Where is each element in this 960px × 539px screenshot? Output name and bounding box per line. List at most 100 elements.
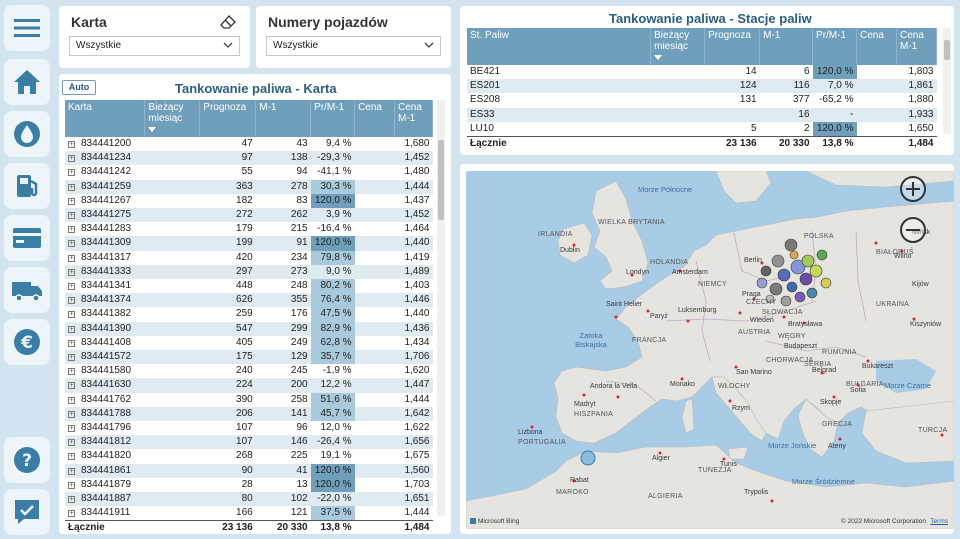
column-header[interactable]: Prognoza [199,100,257,137]
expand-icon[interactable]: + [68,439,75,447]
city-label: Skopje [820,399,842,406]
column-header[interactable]: Cena M-1 [896,28,937,65]
card-table-scrollbar[interactable] [437,100,445,516]
table-row[interactable]: +834441630 224 200 12,2 % 1,447 [65,378,433,393]
table-row[interactable]: +834441796 107 96 12,0 % 1,622 [65,421,433,435]
home-button[interactable] [4,59,50,105]
expand-icon[interactable]: + [68,283,75,291]
table-row[interactable]: +834441317 420 234 79,8 % 1,419 [65,250,433,265]
column-header[interactable]: Karta [65,100,146,137]
table-cell: 47 [200,137,256,151]
table-row[interactable]: +834441275 272 262 3,9 % 1,452 [65,208,433,223]
expand-icon[interactable]: + [68,197,75,205]
eraser-icon[interactable] [220,15,236,29]
expand-icon[interactable]: + [68,396,75,404]
table-row[interactable]: +834441382 259 176 47,5 % 1,440 [65,307,433,322]
expand-icon[interactable]: + [68,467,75,475]
table-row[interactable]: +834441333 297 273 9,0 % 1,489 [65,264,433,280]
column-header[interactable]: Cena M-1 [394,100,433,137]
card-button[interactable] [4,215,50,261]
table-row[interactable]: ES201 124 116 7,0 % 1,861 [467,79,937,94]
table-row[interactable]: +834441234 97 138 -29,3 % 1,452 [65,151,433,166]
expand-icon[interactable]: + [68,297,75,305]
expand-icon[interactable]: + [68,368,75,376]
table-cell: 107 [200,421,256,435]
expand-icon[interactable]: + [68,226,75,234]
table-row[interactable]: ES33 16 - 1,933 [467,107,937,122]
auto-button[interactable]: Auto [62,80,96,95]
scroll-thumb[interactable] [944,40,950,60]
terms-link[interactable]: Terms [930,518,948,525]
expand-icon[interactable]: + [68,382,75,390]
table-row[interactable]: +834441242 55 94 -41,1 % 1,480 [65,165,433,179]
table-cell [856,107,897,122]
expand-icon[interactable]: + [68,496,75,504]
expand-icon[interactable]: + [68,155,75,163]
help-button[interactable]: ? [4,437,50,483]
column-header[interactable]: Pr/M-1 [310,100,356,137]
column-header[interactable]: Cena [856,28,897,65]
karta-dropdown[interactable]: Wszystkie [69,36,240,56]
column-header[interactable]: Bieżący miesiąc [650,28,706,65]
table-row[interactable]: +834441283 179 215 -16,4 % 1,464 [65,222,433,236]
table-row[interactable]: +834441200 47 43 9,4 % 1,680 [65,137,433,151]
expand-icon[interactable]: + [68,169,75,177]
expand-icon[interactable]: + [68,425,75,433]
table-row[interactable]: +834441341 448 248 80,2 % 1,403 [65,279,433,294]
feedback-button[interactable] [4,489,50,535]
table-row[interactable]: +834441580 240 245 -1,9 % 1,620 [65,364,433,378]
column-header[interactable]: Bieżący miesiąc [144,100,201,137]
euro-button[interactable]: € [4,319,50,365]
table-row[interactable]: +834441408 405 249 62,8 % 1,434 [65,335,433,351]
pojazdy-dropdown[interactable]: Wszystkie [266,36,441,56]
expand-icon[interactable]: + [68,183,75,191]
expand-icon[interactable]: + [68,311,75,319]
expand-icon[interactable]: + [68,510,75,518]
expand-icon[interactable]: + [68,212,75,220]
zoom-out-button[interactable] [900,217,926,243]
truck-button[interactable] [4,267,50,313]
expand-icon[interactable]: + [68,410,75,418]
column-header[interactable]: Prognoza [704,28,761,65]
column-header[interactable]: St. Paliw [467,28,652,65]
column-header[interactable]: M-1 [255,100,312,137]
table-row[interactable]: +834441887 80 102 -22,0 % 1,651 [65,492,433,507]
expand-icon[interactable]: + [68,254,75,262]
table-row[interactable]: +834441390 547 299 82,9 % 1,436 [65,321,433,336]
drop-button[interactable] [4,111,50,157]
cell-value: 1,933 [908,108,934,120]
cell-value: 79,8 % [320,251,352,263]
table-row[interactable]: LU10 5 2 120,0 % 1,650 [467,121,937,137]
table-row[interactable]: BE421 14 6 120,0 % 1,803 [467,65,937,80]
fuel-button[interactable] [4,163,50,209]
table-row[interactable]: +834441309 199 91 120,0 % 1,440 [65,236,433,251]
table-row[interactable]: +834441911 166 121 37,5 % 1,444 [65,506,433,521]
table-row[interactable]: +834441374 626 355 76,4 % 1,446 [65,293,433,308]
column-header[interactable]: Pr/M-1 [812,28,858,65]
menu-button[interactable] [4,5,50,51]
table-row[interactable]: +834441812 107 146 -26,4 % 1,656 [65,435,433,450]
table-row[interactable]: +834441267 182 83 120,0 % 1,437 [65,193,433,209]
table-row[interactable]: +834441762 390 258 51,6 % 1,444 [65,392,433,407]
expand-icon[interactable]: + [68,268,75,276]
scroll-thumb[interactable] [438,140,444,220]
expand-icon[interactable]: + [68,453,75,461]
table-row[interactable]: +834441259 363 278 30,3 % 1,444 [65,179,433,194]
table-row[interactable]: +834441788 206 141 45,7 % 1,642 [65,406,433,422]
column-header[interactable]: Cena [354,100,395,137]
table-row[interactable]: +834441572 175 129 35,7 % 1,706 [65,350,433,365]
expand-icon[interactable]: + [68,339,75,347]
table-row[interactable]: +834441879 28 13 120,0 % 1,703 [65,477,433,493]
column-header[interactable]: M-1 [759,28,814,65]
zoom-in-button[interactable] [900,176,926,202]
expand-icon[interactable]: + [68,354,75,362]
station-table-scrollbar[interactable] [943,28,951,134]
table-row[interactable]: ES208 131 377 -65,2 % 1,880 [467,93,937,107]
expand-icon[interactable]: + [68,141,75,148]
expand-icon[interactable]: + [68,481,75,489]
map[interactable]: Morze Północne Zatoka Biskajska Morze Cz… [466,171,954,529]
expand-icon[interactable]: + [68,240,75,248]
expand-icon[interactable]: + [68,325,75,333]
table-row[interactable]: +834441861 90 41 120,0 % 1,560 [65,463,433,478]
table-row[interactable]: +834441820 268 225 19,1 % 1,675 [65,449,433,463]
